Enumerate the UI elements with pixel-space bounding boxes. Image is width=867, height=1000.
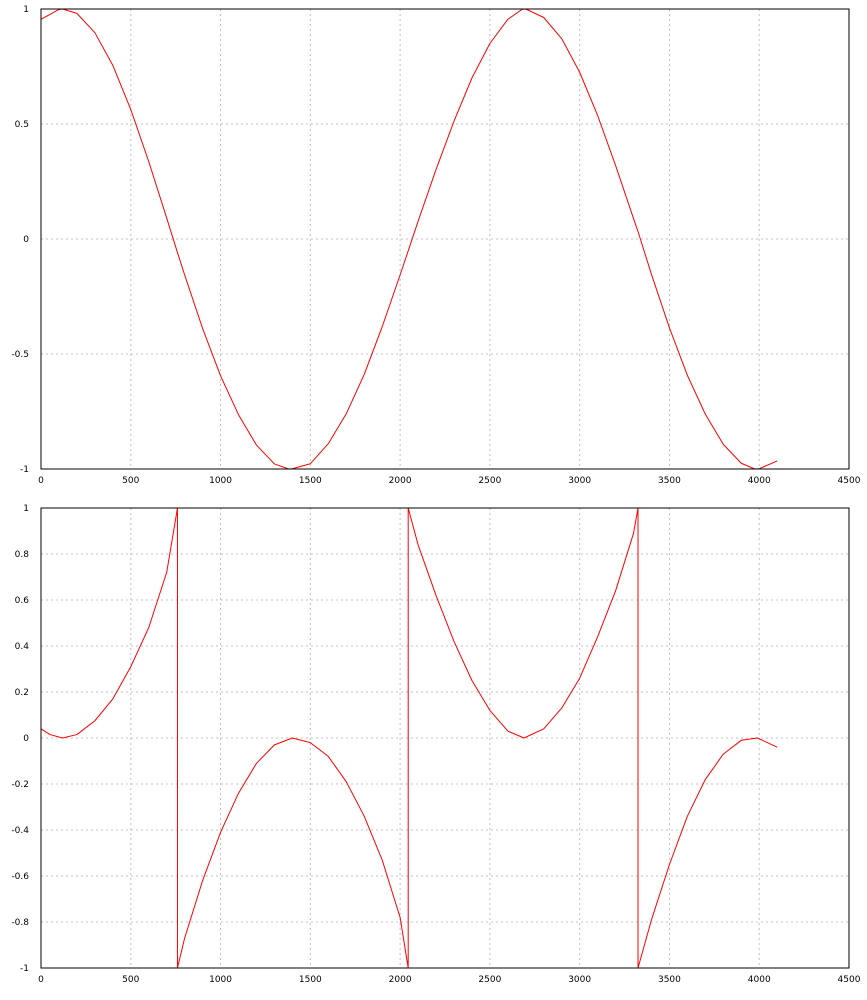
- plot-frame: [40, 507, 850, 969]
- x-tick-label: 3500: [658, 975, 681, 985]
- x-tick-label: 500: [122, 476, 139, 486]
- y-tick-label: -1: [20, 465, 29, 475]
- x-tick-label: 0: [38, 975, 44, 985]
- x-tick-label: 0: [38, 476, 44, 486]
- y-tick-label: -0.8: [11, 918, 29, 928]
- x-tick-label: 3000: [568, 975, 591, 985]
- y-tick-label: 0: [23, 235, 29, 245]
- plot-frame: [40, 8, 850, 470]
- x-tick-label: 2000: [389, 476, 412, 486]
- series-line: [40, 8, 778, 470]
- x-tick-label: 3000: [568, 476, 591, 486]
- x-tick-label: 1000: [209, 975, 232, 985]
- x-tick-label: 2500: [478, 476, 501, 486]
- bottom-chart-panel: 0 500 1000 1500 2000 2500 3000 3500 4000 4500 1 0.8…: [11, 504, 860, 985]
- x-tick-label: 1500: [299, 476, 322, 486]
- y-tick-label: 0: [23, 734, 29, 744]
- x-tick-label: 4000: [748, 476, 771, 486]
- y-tick-label: 0.5: [15, 120, 29, 130]
- x-tick-label: 4500: [838, 476, 861, 486]
- x-tick-label: 2500: [478, 975, 501, 985]
- y-tick-label: 1: [23, 504, 29, 514]
- y-tick-label: 0.6: [15, 596, 30, 606]
- y-tick-label: -1: [20, 964, 29, 974]
- y-tick-label: 1: [23, 5, 29, 15]
- x-tick-label: 1500: [299, 975, 322, 985]
- top-chart-panel: 0 500 1000 1500 2000 2500 3000 3500 4000 4500 1 0.5…: [11, 5, 860, 486]
- y-tick-label: -0.5: [11, 350, 29, 360]
- y-tick-label: 0.4: [15, 642, 30, 652]
- y-tick-label: -0.2: [11, 780, 29, 790]
- x-tick-label: 1000: [209, 476, 232, 486]
- x-tick-label: 3500: [658, 476, 681, 486]
- y-tick-label: -0.4: [11, 826, 29, 836]
- x-tick-label: 4500: [838, 975, 861, 985]
- y-tick-label: -0.6: [11, 872, 29, 882]
- y-tick-label: 0.8: [15, 550, 30, 560]
- x-tick-label: 4000: [748, 975, 771, 985]
- x-tick-label: 2000: [389, 975, 412, 985]
- y-tick-label: 0.2: [15, 688, 29, 698]
- x-tick-label: 500: [122, 975, 139, 985]
